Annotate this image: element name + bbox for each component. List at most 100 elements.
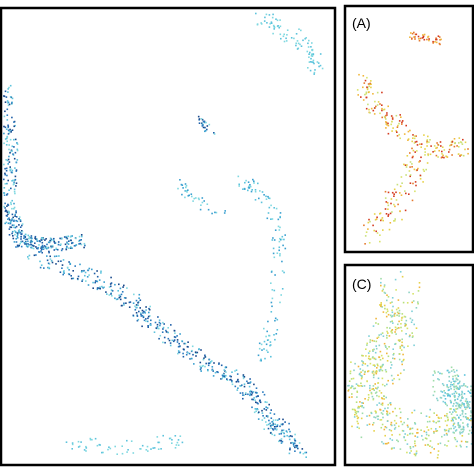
- point: [60, 243, 62, 245]
- point: [466, 441, 468, 443]
- point: [33, 245, 35, 247]
- point: [50, 246, 53, 249]
- point: [348, 384, 350, 387]
- point: [357, 384, 359, 387]
- point: [165, 331, 168, 333]
- point: [123, 284, 125, 287]
- point: [262, 415, 264, 417]
- point: [390, 403, 392, 406]
- point: [402, 301, 405, 304]
- point: [80, 239, 82, 241]
- point: [370, 107, 373, 110]
- point: [447, 386, 450, 389]
- point: [186, 345, 189, 348]
- point: [455, 385, 458, 387]
- point: [168, 339, 171, 342]
- point: [91, 268, 93, 271]
- point: [312, 59, 315, 62]
- point: [194, 351, 197, 353]
- point: [425, 431, 428, 434]
- point: [470, 443, 473, 445]
- point: [305, 37, 307, 39]
- point: [51, 261, 54, 264]
- point: [207, 208, 210, 211]
- point: [265, 335, 267, 338]
- point: [278, 240, 281, 243]
- point: [396, 327, 399, 330]
- point: [403, 133, 406, 135]
- point: [220, 364, 223, 367]
- point: [243, 383, 246, 385]
- point: [290, 442, 292, 444]
- point: [386, 326, 388, 329]
- point: [58, 255, 60, 257]
- point: [25, 241, 27, 244]
- point: [293, 438, 296, 440]
- point: [4, 126, 7, 129]
- point: [286, 29, 289, 31]
- point: [401, 330, 403, 332]
- point: [433, 430, 435, 433]
- point: [404, 164, 407, 166]
- point: [381, 365, 383, 368]
- point: [278, 229, 281, 231]
- point: [258, 342, 261, 345]
- point: [271, 289, 274, 291]
- point: [46, 243, 48, 246]
- point: [444, 398, 447, 400]
- point: [3, 163, 5, 166]
- point: [360, 96, 362, 98]
- point: [208, 123, 211, 126]
- point: [398, 120, 401, 122]
- point: [457, 395, 460, 398]
- point: [279, 226, 281, 229]
- point: [38, 244, 40, 246]
- point: [83, 246, 85, 249]
- point: [18, 224, 20, 226]
- point: [96, 280, 99, 283]
- point: [372, 349, 374, 351]
- point: [238, 183, 240, 186]
- point: [400, 116, 402, 118]
- point: [390, 361, 392, 364]
- point: [14, 178, 17, 181]
- point: [437, 378, 439, 380]
- point: [386, 414, 389, 416]
- point: [300, 29, 302, 32]
- point: [453, 408, 455, 411]
- point: [433, 412, 435, 414]
- point: [440, 417, 442, 419]
- point: [101, 451, 103, 454]
- point: [16, 142, 18, 144]
- point: [265, 198, 268, 200]
- point: [44, 246, 47, 249]
- point: [409, 334, 411, 337]
- point: [458, 406, 460, 409]
- point: [310, 53, 313, 55]
- point: [449, 408, 451, 410]
- point: [463, 403, 465, 405]
- point: [167, 327, 169, 329]
- point: [373, 357, 376, 360]
- point: [377, 415, 380, 418]
- point: [236, 389, 239, 391]
- point: [274, 317, 277, 320]
- point: [409, 175, 411, 178]
- point: [221, 374, 224, 377]
- point: [63, 270, 65, 272]
- point: [409, 129, 411, 132]
- point: [10, 219, 13, 222]
- point: [202, 120, 205, 123]
- point: [455, 401, 458, 404]
- point: [86, 276, 89, 278]
- point: [263, 20, 266, 22]
- point: [383, 285, 386, 288]
- point: [16, 237, 19, 239]
- point: [365, 231, 368, 233]
- point: [5, 144, 8, 146]
- point: [400, 349, 403, 351]
- point: [448, 148, 451, 151]
- point: [388, 228, 391, 231]
- point: [440, 156, 443, 159]
- point: [355, 383, 358, 385]
